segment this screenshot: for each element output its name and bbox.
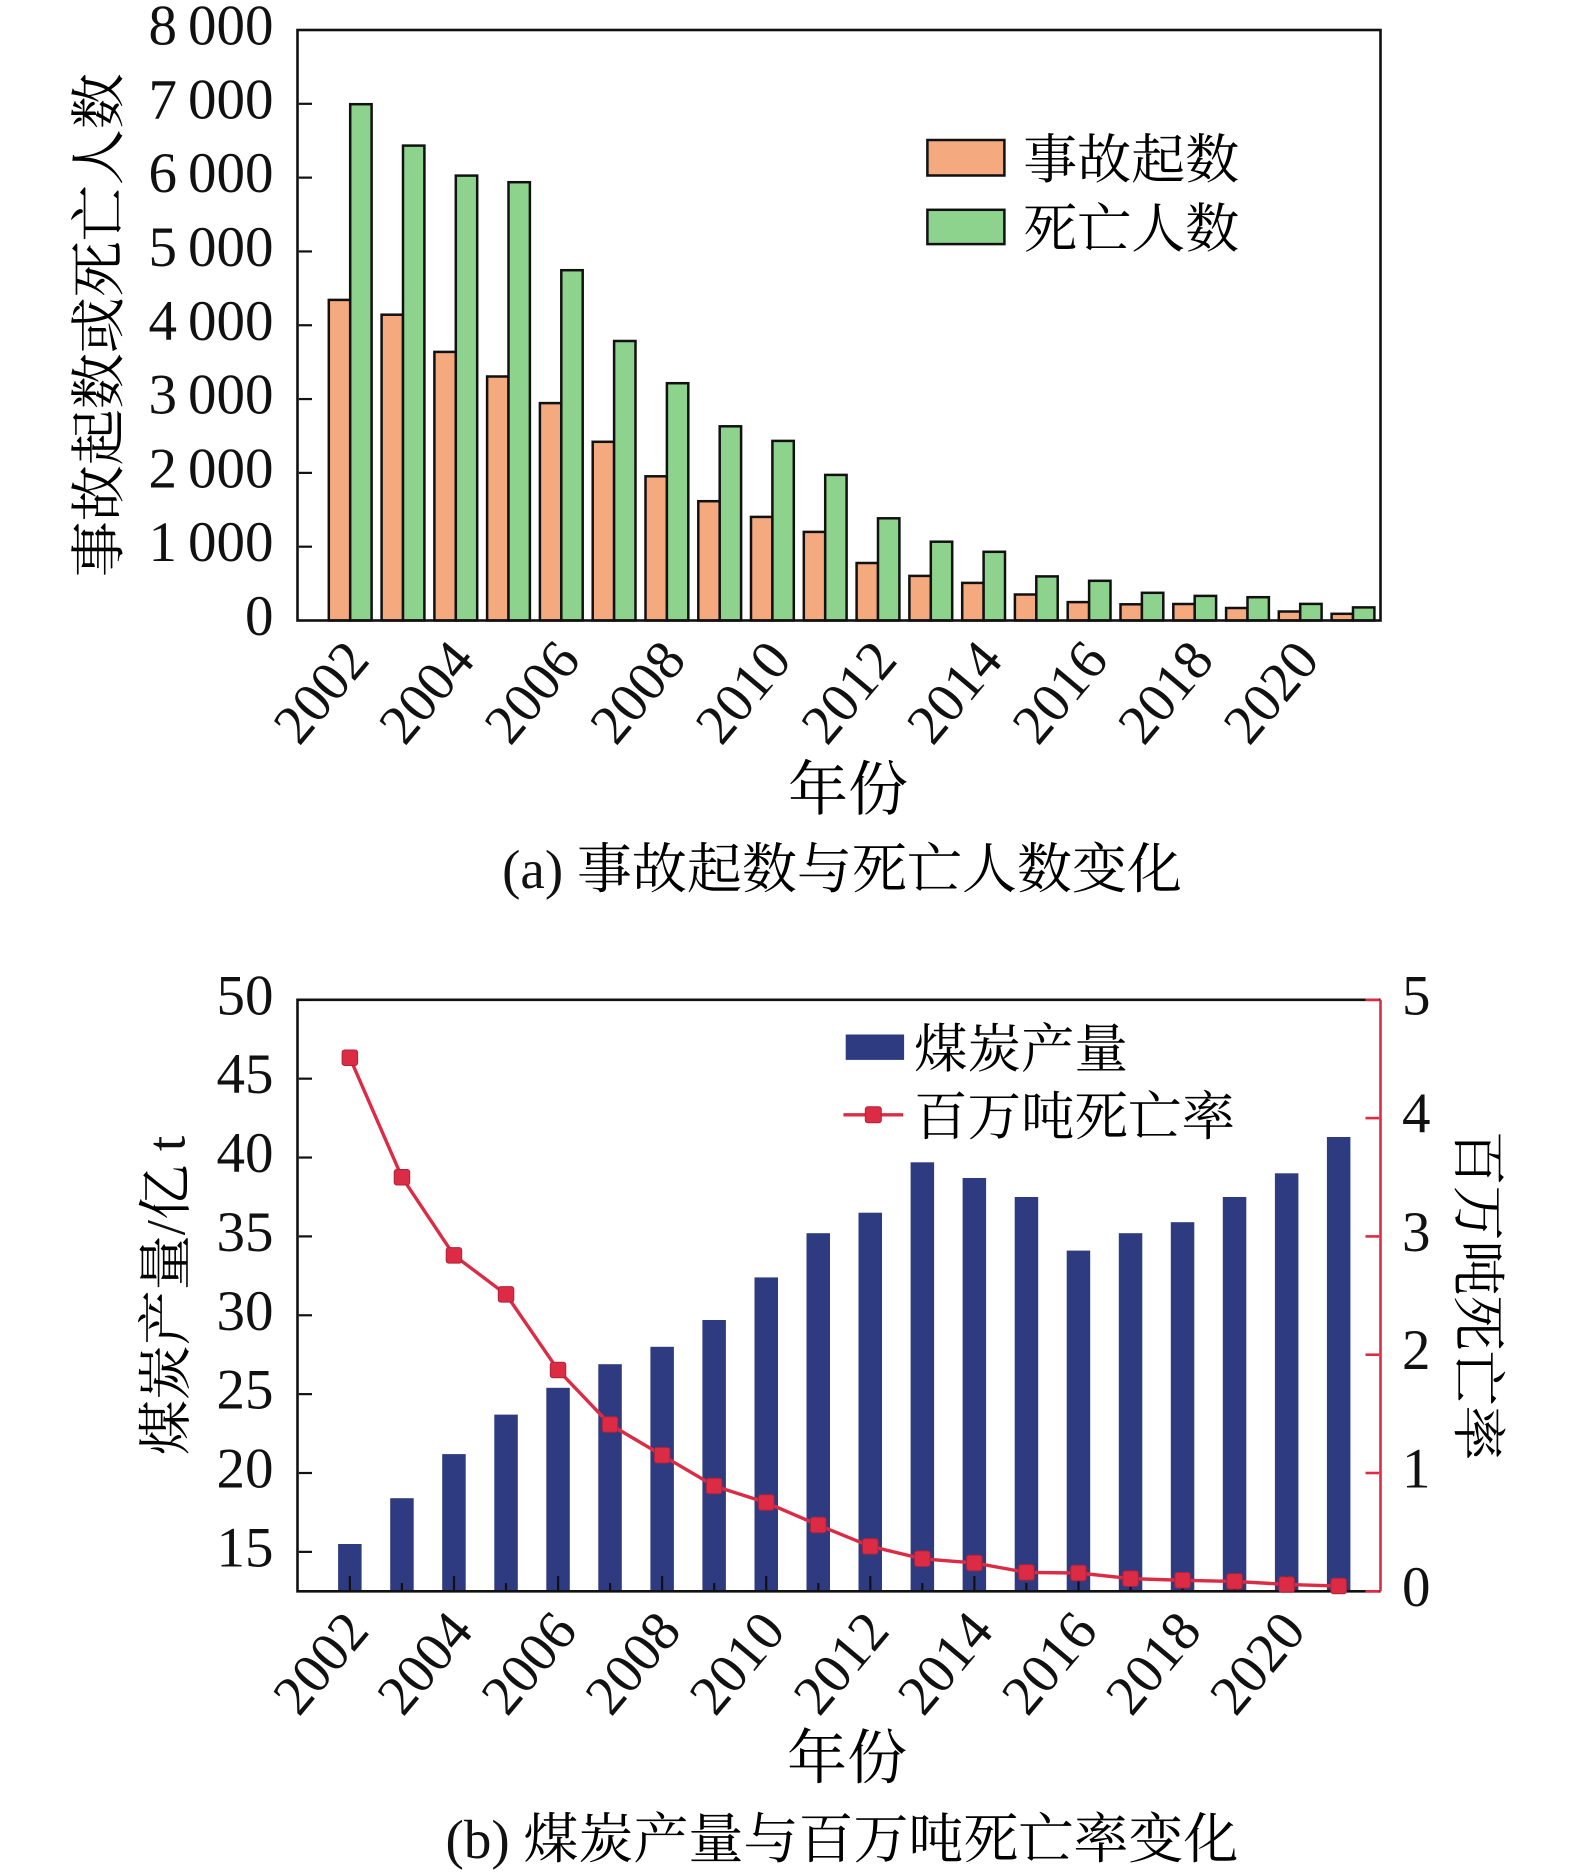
svg-text:2008: 2008 (578, 630, 697, 756)
svg-text:3: 3 (149, 364, 178, 427)
svg-text:35: 35 (217, 1201, 274, 1264)
svg-text:2020: 2020 (1212, 630, 1331, 756)
svg-text:000: 000 (188, 290, 274, 353)
svg-text:8: 8 (149, 0, 178, 58)
svg-text:50: 50 (217, 964, 274, 1027)
svg-text:000: 000 (188, 437, 274, 500)
svg-text:6: 6 (149, 142, 178, 205)
svg-text:25: 25 (217, 1359, 274, 1422)
svg-text:0: 0 (245, 585, 274, 648)
svg-text:2020: 2020 (1198, 1601, 1317, 1727)
svg-text:2: 2 (1402, 1319, 1431, 1382)
svg-text:2: 2 (149, 437, 178, 500)
svg-text:2002: 2002 (262, 630, 381, 756)
svg-text:2002: 2002 (261, 1601, 380, 1727)
svg-text:2012: 2012 (782, 1601, 901, 1727)
svg-text:2004: 2004 (367, 630, 486, 756)
svg-text:000: 000 (188, 0, 274, 58)
svg-text:15: 15 (217, 1516, 274, 1579)
svg-text:000: 000 (188, 364, 274, 427)
svg-text:30: 30 (217, 1280, 274, 1343)
svg-text:7: 7 (149, 68, 178, 131)
svg-text:2018: 2018 (1094, 1601, 1213, 1727)
svg-text:2014: 2014 (895, 630, 1014, 756)
svg-text:000: 000 (188, 511, 274, 574)
svg-text:0: 0 (1402, 1556, 1431, 1619)
svg-text:(a): (a) (502, 839, 563, 900)
svg-text:/: / (136, 1219, 197, 1235)
svg-text:1: 1 (1402, 1438, 1431, 1501)
svg-text:4: 4 (149, 290, 178, 353)
svg-text:2012: 2012 (789, 630, 908, 756)
svg-text:2004: 2004 (365, 1601, 484, 1727)
svg-text:000: 000 (188, 142, 274, 205)
svg-text:000: 000 (188, 216, 274, 279)
svg-text:3: 3 (1402, 1201, 1431, 1264)
svg-text:2010: 2010 (684, 630, 803, 756)
svg-text:000: 000 (188, 68, 274, 131)
svg-text:20: 20 (217, 1438, 274, 1501)
svg-text:2016: 2016 (1001, 630, 1120, 756)
svg-text:5: 5 (149, 216, 178, 279)
svg-text:5: 5 (1402, 964, 1431, 1027)
svg-text:45: 45 (217, 1043, 274, 1106)
svg-text:1: 1 (149, 511, 178, 574)
svg-text:2014: 2014 (886, 1601, 1005, 1727)
svg-text:2008: 2008 (574, 1601, 693, 1727)
svg-text:2010: 2010 (678, 1601, 797, 1727)
svg-text:t: t (136, 1136, 197, 1165)
svg-text:2006: 2006 (473, 630, 592, 756)
svg-text:2018: 2018 (1106, 630, 1225, 756)
svg-text:(b): (b) (446, 1809, 510, 1870)
svg-text:4: 4 (1402, 1083, 1431, 1146)
svg-text:40: 40 (217, 1122, 274, 1185)
svg-text:2006: 2006 (470, 1601, 589, 1727)
svg-text:2016: 2016 (990, 1601, 1109, 1727)
